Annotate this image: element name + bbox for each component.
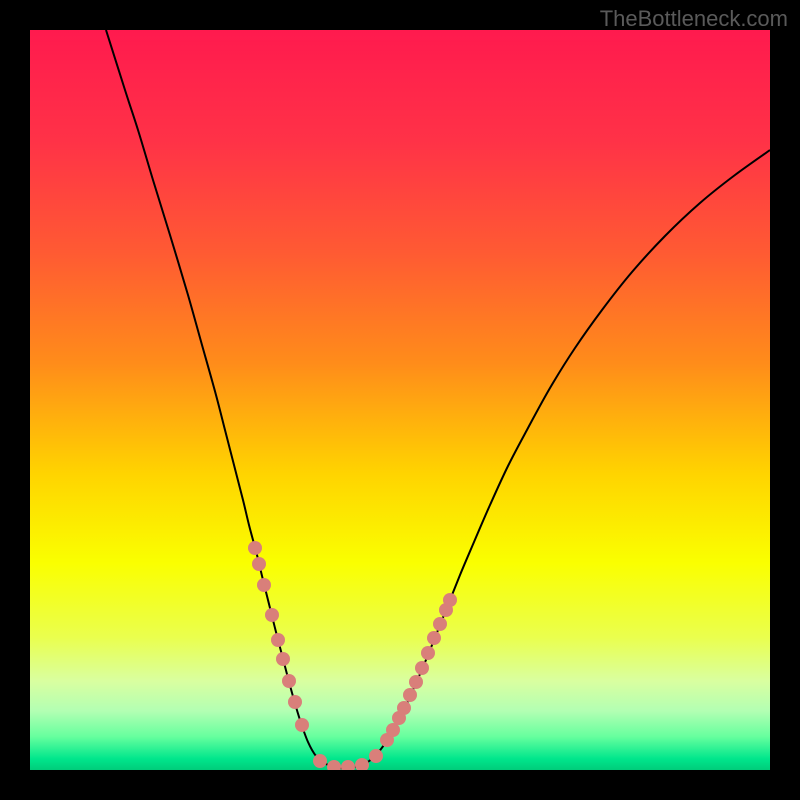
data-marker [257, 578, 271, 592]
data-marker [409, 675, 423, 689]
data-marker [276, 652, 290, 666]
data-marker [397, 701, 411, 715]
data-marker [282, 674, 296, 688]
data-marker [386, 723, 400, 737]
plot-area [30, 30, 770, 770]
data-marker [443, 593, 457, 607]
data-marker [415, 661, 429, 675]
watermark: TheBottleneck.com [600, 6, 788, 32]
data-marker [433, 617, 447, 631]
data-marker [271, 633, 285, 647]
data-marker [427, 631, 441, 645]
data-marker [295, 718, 309, 732]
data-marker [327, 760, 341, 770]
data-marker [421, 646, 435, 660]
data-marker [248, 541, 262, 555]
data-marker [313, 754, 327, 768]
data-marker [288, 695, 302, 709]
data-marker [403, 688, 417, 702]
bottleneck-curve [30, 30, 770, 770]
data-marker [355, 758, 369, 770]
data-marker [252, 557, 266, 571]
data-marker [369, 749, 383, 763]
data-marker [341, 760, 355, 770]
data-marker [265, 608, 279, 622]
